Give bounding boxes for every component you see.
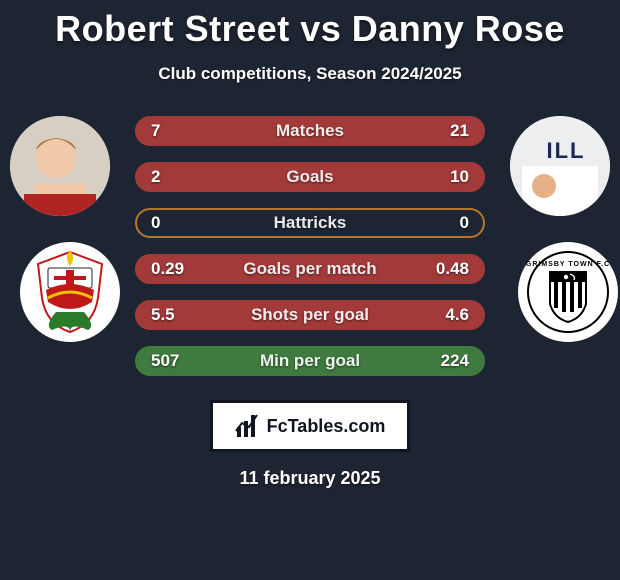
club-right-badge: GRIMSBY TOWN F.C [518, 242, 618, 342]
stat-metric: Matches [211, 121, 409, 141]
stat-rows: 7 Matches 21 2 Goals 10 0 Hattricks 0 0.… [135, 116, 485, 392]
stat-right-value: 10 [409, 167, 469, 187]
stat-right-value: 224 [409, 351, 469, 371]
stat-left-value: 2 [151, 167, 211, 187]
stat-row: 0 Hattricks 0 [135, 208, 485, 238]
date-label: 11 february 2025 [0, 468, 620, 489]
stat-row: 507 Min per goal 224 [135, 346, 485, 376]
stat-metric: Goals [211, 167, 409, 187]
stat-left-value: 0.29 [151, 259, 211, 279]
svg-text:GRIMSBY TOWN F.C: GRIMSBY TOWN F.C [526, 261, 610, 268]
person-icon [10, 116, 110, 216]
page-title: Robert Street vs Danny Rose [0, 0, 620, 50]
club-left-badge [20, 242, 120, 342]
stat-row: 2 Goals 10 [135, 162, 485, 192]
crest-icon [34, 250, 106, 334]
stat-right-value: 0 [409, 213, 469, 233]
chart-icon [235, 413, 261, 439]
brand-text: FcTables.com [267, 416, 386, 437]
stat-row: 0.29 Goals per match 0.48 [135, 254, 485, 284]
crest-icon: GRIMSBY TOWN F.C [526, 250, 610, 334]
stat-left-value: 7 [151, 121, 211, 141]
stat-row: 7 Matches 21 [135, 116, 485, 146]
player-left-avatar [10, 116, 110, 216]
stat-metric: Shots per goal [211, 305, 409, 325]
brand-logo: FcTables.com [210, 400, 410, 452]
svg-text:ILL: ILL [547, 138, 586, 163]
person-icon: ILL [510, 116, 610, 216]
stat-left-value: 5.5 [151, 305, 211, 325]
comparison-chart: ILL GRIMSBY TOWN F.C [0, 116, 620, 386]
stat-row: 5.5 Shots per goal 4.6 [135, 300, 485, 330]
stat-metric: Goals per match [211, 259, 409, 279]
player-right-avatar: ILL [510, 116, 610, 216]
stat-left-value: 507 [151, 351, 211, 371]
stat-right-value: 0.48 [409, 259, 469, 279]
stat-metric: Hattricks [211, 213, 409, 233]
stat-metric: Min per goal [211, 351, 409, 371]
subtitle: Club competitions, Season 2024/2025 [0, 64, 620, 84]
stat-right-value: 21 [409, 121, 469, 141]
stat-right-value: 4.6 [409, 305, 469, 325]
stat-left-value: 0 [151, 213, 211, 233]
